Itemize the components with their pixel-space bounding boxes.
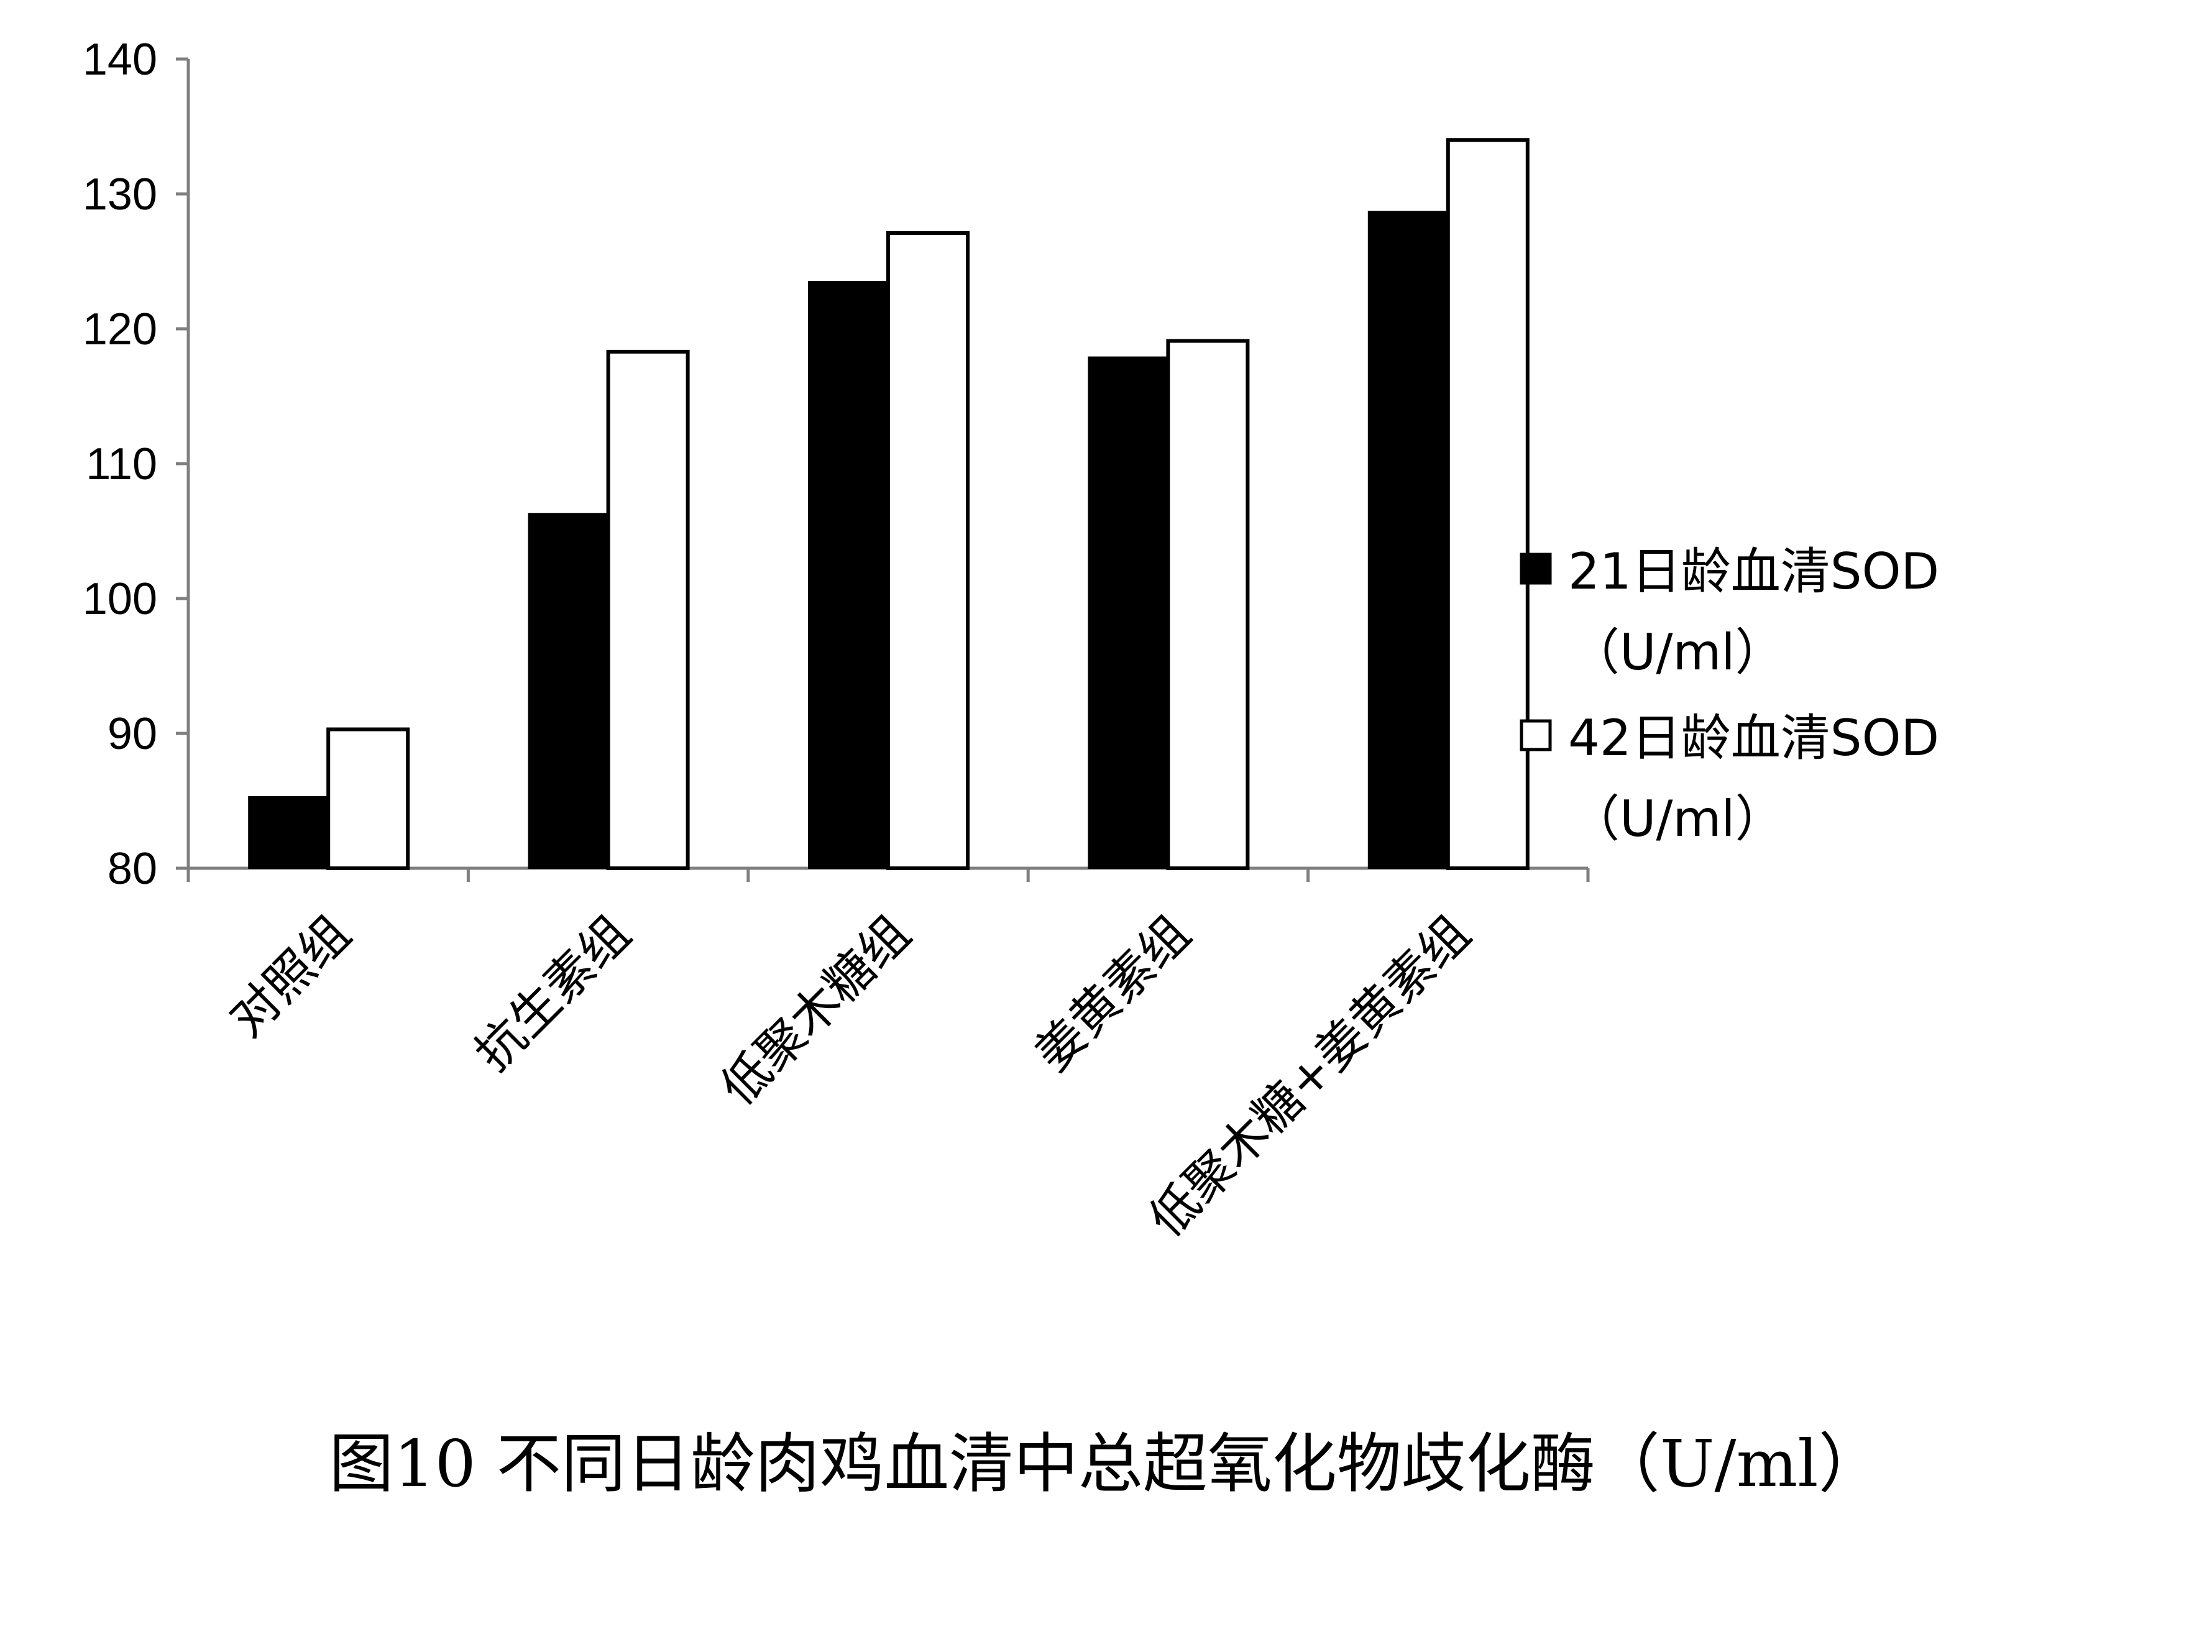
y-tick-label: 100 [83,574,157,624]
legend-unit-2: （U/ml） [1570,790,1785,848]
bar-2-3 [886,231,970,870]
bar-1-2 [528,513,609,869]
x-category-label: 姜黄素组 [1025,906,1201,1082]
x-category-label: 抗生素组 [465,906,641,1082]
figure-caption: 图10 不同日龄肉鸡血清中总超氧化物歧化酶（U/ml） [329,1426,1883,1502]
legend-unit-1: （U/ml） [1570,623,1785,681]
chart-bars [248,138,1530,871]
x-category-label: 对照组 [219,906,362,1048]
y-tick-label: 110 [86,439,157,489]
bar-1-3 [808,281,889,869]
y-tick-label: 130 [83,170,157,219]
bar-1-4 [1088,356,1169,869]
legend-swatch-2 [1520,719,1552,751]
y-tick-label: 140 [83,35,157,85]
chart-legend: 21日龄血清SOD （U/ml） 42日龄血清SOD （U/ml） [1520,543,1939,848]
bar-1-5 [1367,211,1449,870]
bar-2-2 [606,349,690,870]
x-category-label: 低聚木糖组 [710,906,921,1116]
y-tick-label: 80 [108,844,157,894]
legend-swatch-1 [1520,553,1552,585]
y-tick-label: 90 [108,709,157,759]
legend-label-2: 42日龄血清SOD [1568,709,1939,767]
bar-2-1 [326,727,410,870]
x-category-label: 低聚木糖+姜黄素组 [1139,906,1481,1248]
bar-1-1 [248,796,329,869]
bar-2-4 [1166,339,1250,870]
legend-label-1: 21日龄血清SOD [1568,543,1939,600]
bar-2-5 [1446,138,1530,871]
y-tick-label: 120 [83,305,157,354]
